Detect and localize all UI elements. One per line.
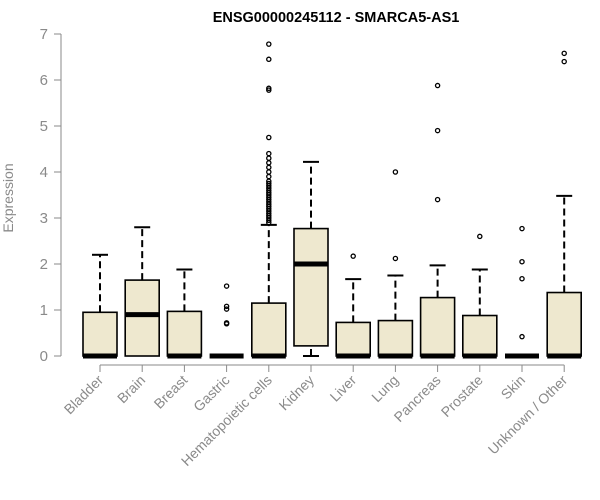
outlier-point <box>561 58 567 65</box>
outlier-point <box>266 150 272 157</box>
x-tick-label: Lung <box>368 372 401 405</box>
outlier-point <box>223 303 230 310</box>
box-group <box>251 41 287 359</box>
box-body <box>124 279 160 357</box>
box-body <box>293 227 329 347</box>
y-axis-label: Expression <box>0 163 16 232</box>
box-group <box>209 283 244 359</box>
y-tick-label: 4 <box>40 164 48 181</box>
outlier-point <box>266 155 272 161</box>
x-tick-label: Skin <box>498 372 529 403</box>
box-group <box>335 253 372 359</box>
outlier-point <box>266 134 272 141</box>
outlier-point <box>519 258 525 265</box>
y-tick-label: 1 <box>40 302 48 319</box>
y-tick-label: 2 <box>40 256 48 273</box>
box-body <box>377 319 414 357</box>
outlier-point <box>519 275 525 282</box>
box-body <box>419 296 456 357</box>
box-group <box>82 253 118 359</box>
outlier-point <box>434 127 441 134</box>
outlier-point <box>266 87 272 93</box>
outlier-point <box>434 82 441 89</box>
box-body <box>335 321 372 357</box>
x-tick-label: Pancreas <box>391 372 444 425</box>
outlier-point <box>350 253 356 259</box>
x-tick-label: Kidney <box>276 372 318 414</box>
box-group <box>461 233 498 359</box>
y-tick-label: 5 <box>40 118 48 135</box>
y-tick-label: 0 <box>40 348 48 365</box>
box-group <box>124 226 160 357</box>
outlier-point <box>392 169 399 175</box>
box-body <box>461 314 498 357</box>
outlier-point <box>266 160 272 166</box>
x-tick-label: Unknown / Other <box>485 372 571 458</box>
outlier-point <box>519 333 525 340</box>
outlier-point <box>266 180 272 187</box>
box-body <box>166 310 203 357</box>
x-tick-label: Bladder <box>61 372 107 418</box>
x-tick-label: Breast <box>151 372 191 412</box>
outlier-point <box>266 41 272 47</box>
outlier-point <box>266 56 272 63</box>
outlier-point <box>223 320 230 326</box>
outlier-point <box>266 169 272 175</box>
box-group <box>505 225 539 359</box>
outlier-point <box>223 283 230 289</box>
y-tick-label: 3 <box>40 210 48 227</box>
box-group <box>166 268 203 359</box>
y-tick-label: 6 <box>40 72 48 89</box>
box-group <box>546 50 583 359</box>
outlier-point <box>392 255 399 262</box>
x-tick-label: Brain <box>114 372 148 406</box>
box-body <box>82 311 118 357</box>
box-body <box>251 302 287 357</box>
x-tick-label: Liver <box>327 372 360 405</box>
outlier-point <box>434 196 441 203</box>
box-group <box>419 82 456 359</box>
box-group <box>293 160 329 357</box>
outlier-point <box>223 306 230 312</box>
outlier-point <box>266 164 272 171</box>
outlier-point <box>266 85 272 92</box>
chart-title: ENSG00000245112 - SMARCA5-AS1 <box>213 10 460 26</box>
y-tick-label: 7 <box>40 26 48 43</box>
outlier-point <box>266 173 272 180</box>
outlier-point <box>477 233 483 240</box>
plot-layer <box>82 41 583 359</box>
box-group <box>377 169 414 359</box>
outlier-point <box>519 225 525 232</box>
box-body <box>546 291 583 357</box>
x-tick-label: Prostate <box>438 372 486 420</box>
outlier-point <box>561 50 567 57</box>
